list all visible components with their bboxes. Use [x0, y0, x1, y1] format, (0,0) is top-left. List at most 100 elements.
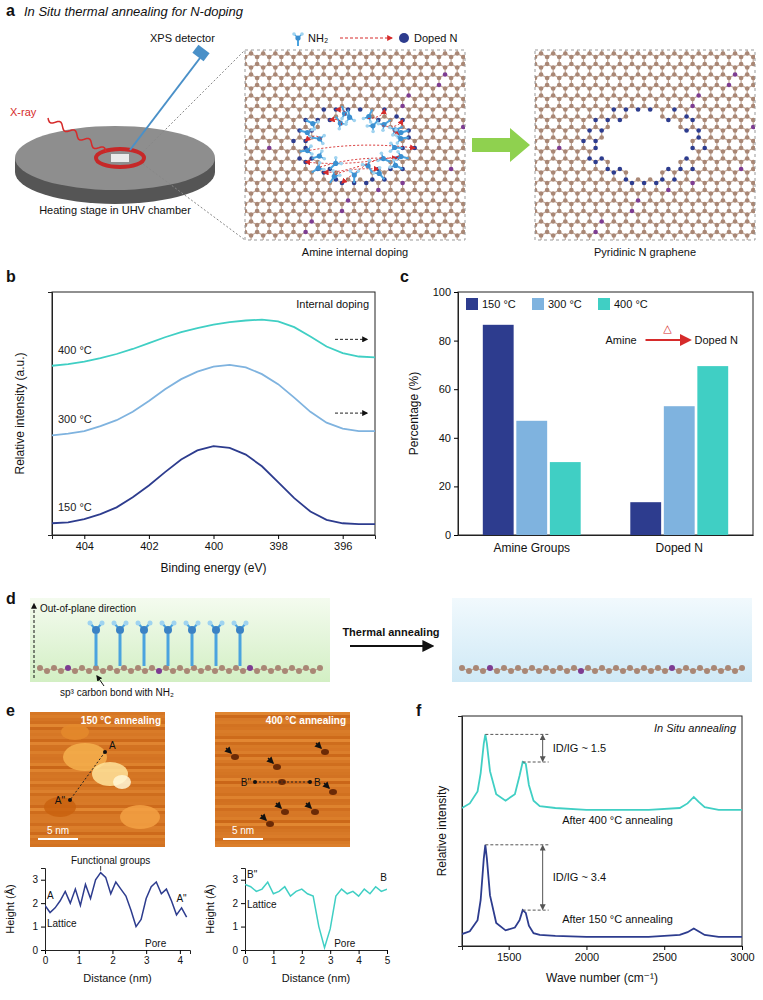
atom: [121, 665, 127, 671]
atom: [715, 104, 720, 109]
atom: [425, 146, 430, 151]
tick-mark: [241, 880, 245, 881]
atom: [636, 86, 641, 91]
image-title: 400 °C annealing: [266, 715, 346, 726]
hydrogen: [391, 133, 395, 137]
profile-label: A": [176, 893, 187, 904]
atom: [592, 668, 598, 674]
atom: [419, 233, 424, 238]
tick-mark: [454, 486, 458, 487]
atom: [642, 83, 647, 88]
atom: [412, 125, 417, 130]
atom: [696, 93, 701, 98]
atom: [618, 188, 623, 193]
atom: [599, 51, 604, 56]
atom: [394, 51, 399, 56]
atom: [400, 181, 405, 186]
atom: [739, 125, 744, 130]
afm-scanline: [215, 760, 350, 763]
atom: [461, 230, 465, 235]
atom: [715, 230, 720, 235]
atom: [704, 668, 710, 674]
background: [30, 598, 330, 682]
atom: [727, 181, 732, 186]
atom: [437, 55, 442, 60]
atom: [575, 128, 580, 133]
atom: [334, 86, 339, 91]
atom: [636, 93, 641, 98]
atom: [702, 160, 707, 165]
atom: [431, 198, 436, 203]
atom: [739, 209, 744, 214]
bar: [550, 462, 581, 535]
atom: [727, 202, 732, 207]
atom: [715, 118, 720, 123]
atom: [648, 212, 653, 217]
atom: [376, 76, 381, 81]
box-border: [535, 50, 755, 240]
atom: [285, 93, 290, 98]
atom: [309, 198, 314, 203]
atom: [346, 65, 351, 70]
tick-mark: [146, 950, 147, 954]
atom: [267, 83, 272, 88]
atom: [642, 223, 647, 228]
atom: [358, 233, 363, 238]
atom: [630, 104, 635, 109]
atom: [634, 668, 640, 674]
atom: [184, 668, 190, 674]
atom: [273, 128, 278, 133]
atom: [678, 188, 683, 193]
atom: [346, 191, 351, 196]
atom: [303, 665, 309, 671]
atom: [382, 219, 387, 224]
shift-arrow: [335, 413, 367, 414]
tick-mark: [330, 950, 331, 954]
atom: [425, 202, 430, 207]
atom: [678, 76, 683, 81]
atom: [751, 202, 755, 207]
shift-arrow: [335, 339, 367, 340]
atom: [551, 72, 556, 77]
tick-mark: [343, 535, 344, 539]
atom: [630, 230, 635, 235]
atom: [666, 188, 671, 193]
atom: [400, 83, 405, 88]
atom: [382, 233, 387, 238]
atom: [696, 170, 701, 175]
atom: [443, 51, 448, 56]
atom: [249, 177, 254, 182]
atom: [624, 93, 629, 98]
atom: [279, 97, 284, 102]
atom: [612, 212, 617, 217]
hydrogen: [136, 621, 141, 626]
atom: [328, 209, 333, 214]
tick: 0: [445, 529, 458, 541]
atom: [443, 177, 448, 182]
atom: [297, 219, 302, 224]
hydrogen: [322, 168, 326, 172]
atom: [727, 104, 732, 109]
atom: [593, 146, 598, 151]
plot-frame: [52, 292, 375, 535]
atom: [400, 62, 405, 67]
atom: [551, 198, 556, 203]
tick-label: 0: [243, 955, 249, 966]
atom: [315, 55, 320, 60]
hydrogen: [396, 150, 400, 154]
atom: [636, 219, 641, 224]
atom: [581, 160, 586, 165]
atom: [727, 55, 732, 60]
atom: [648, 93, 653, 98]
atom: [352, 202, 357, 207]
axis-title: Height (Å): [204, 884, 216, 934]
atom: [352, 76, 357, 81]
tick: 0: [43, 950, 49, 966]
atom: [672, 219, 677, 224]
axis-bottom: 012345: [243, 950, 391, 966]
atom: [406, 191, 411, 196]
atom: [297, 212, 302, 217]
amine-nitrogen: [164, 626, 172, 634]
tick-mark: [302, 950, 303, 954]
atom: [412, 55, 417, 60]
